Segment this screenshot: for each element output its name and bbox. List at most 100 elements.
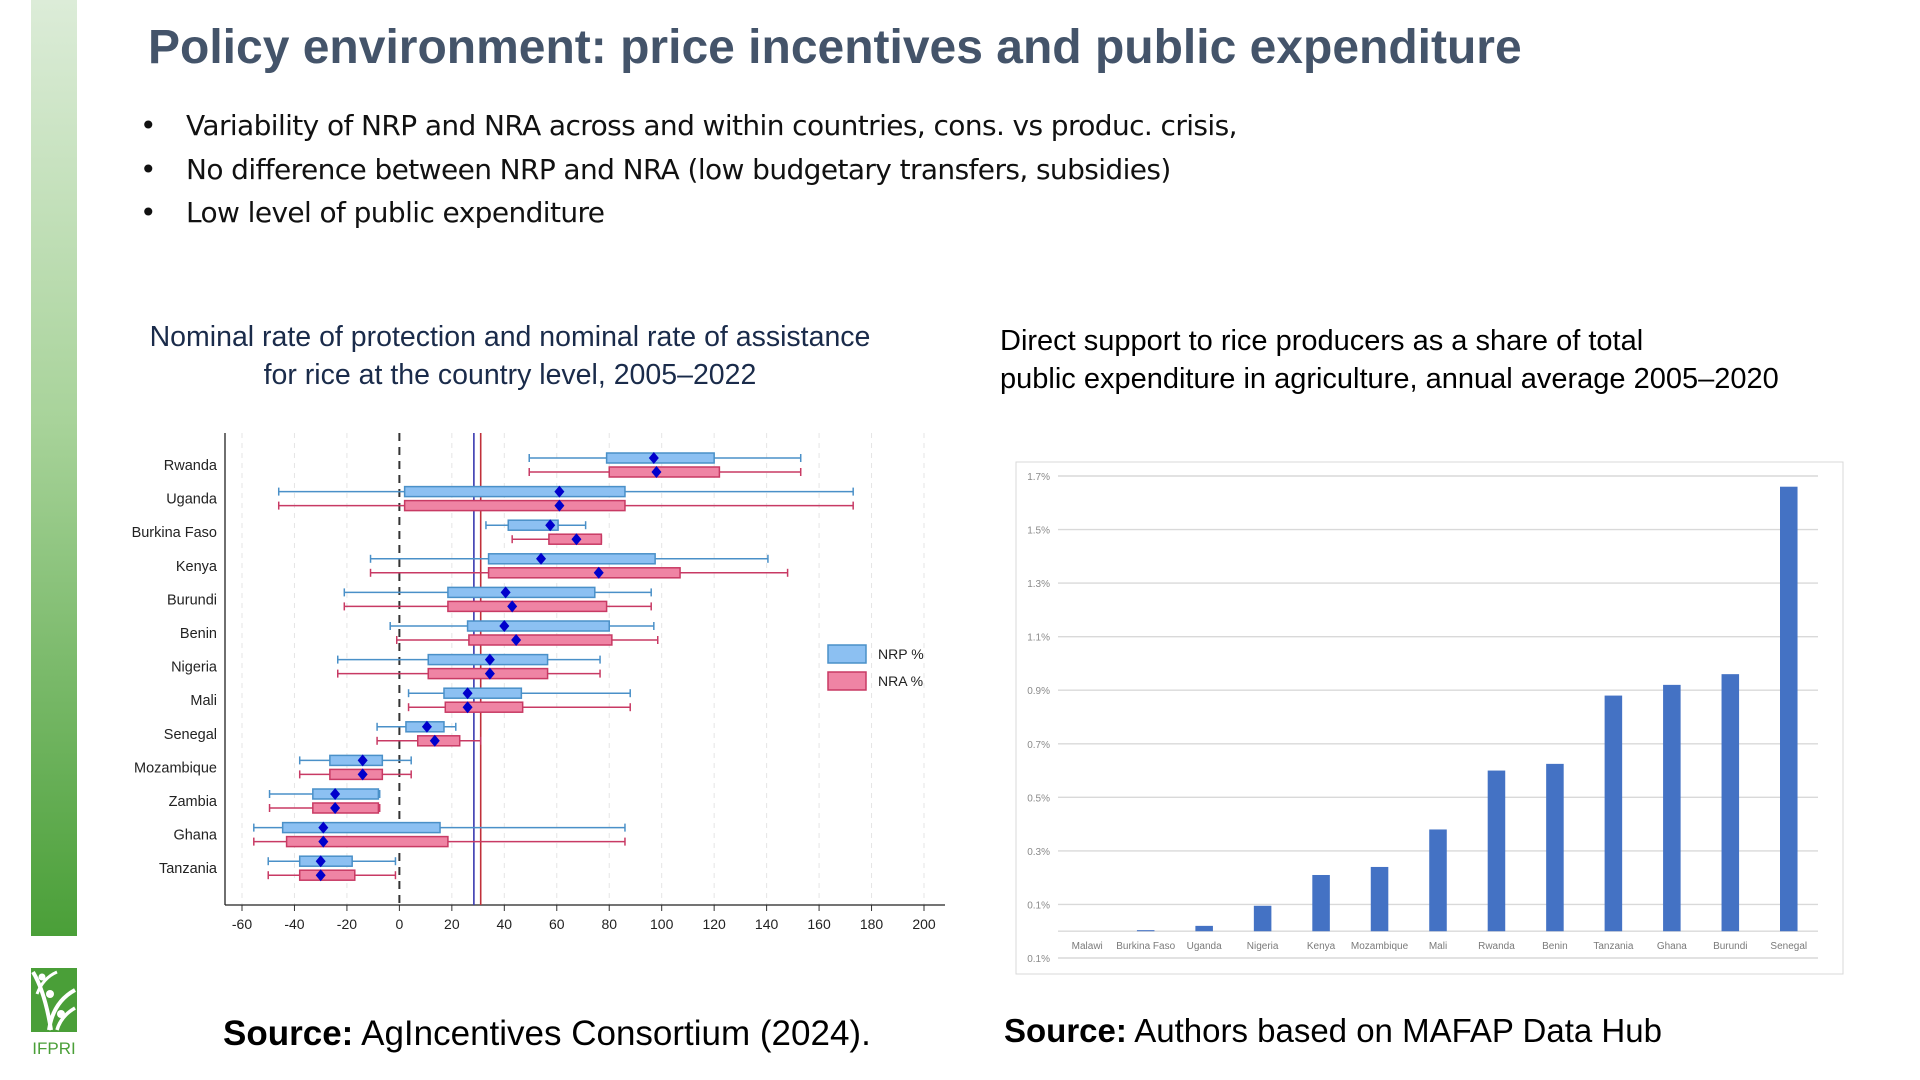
x-category-label: Nigeria <box>1247 941 1279 952</box>
bar <box>1312 874 1330 932</box>
nrp-box <box>443 687 523 699</box>
nra-mean-marker <box>315 869 326 882</box>
y-tick-label: 0.9% <box>1027 686 1050 697</box>
x-category-label: Uganda <box>1187 941 1222 952</box>
nrp-mean-marker <box>484 653 495 666</box>
nrp-mean-marker <box>357 754 368 767</box>
nrp-mean-marker <box>421 720 432 733</box>
x-tick-label: 160 <box>807 916 831 932</box>
legend-label: NRP % <box>878 646 924 662</box>
x-tick-label: 20 <box>444 916 460 932</box>
nra-box <box>447 600 608 613</box>
left-chart-title-line1: Nominal rate of protection and nominal r… <box>149 321 871 353</box>
x-category-label: Benin <box>1542 941 1568 952</box>
nra-mean-marker <box>330 802 341 814</box>
x-category-label: Burundi <box>1713 941 1747 952</box>
nra-mean-marker <box>651 466 662 478</box>
nrp-box <box>447 586 596 599</box>
nra-mean-marker <box>593 566 604 579</box>
bar <box>1370 866 1389 932</box>
bar <box>1429 829 1447 932</box>
y-tick-label: 1.1% <box>1027 633 1050 644</box>
bullet-item: No difference between NRP and NRA (low b… <box>140 148 1237 192</box>
x-category-label: Burkina Faso <box>1116 941 1175 952</box>
category-label: Senegal <box>164 727 217 743</box>
bar <box>1663 684 1681 932</box>
nrp-box <box>507 519 559 531</box>
nrp-box <box>487 553 656 565</box>
category-label: Ghana <box>173 828 217 844</box>
left-source-label: Source: <box>223 1014 354 1053</box>
x-tick-label: 120 <box>702 916 726 932</box>
bar <box>1721 674 1740 932</box>
y-tick-label: 0.1% <box>1027 900 1050 911</box>
y-tick-label: 1.7% <box>1027 472 1050 483</box>
bar <box>1136 930 1155 932</box>
category-label: Uganda <box>166 492 218 508</box>
nra-box <box>403 499 626 512</box>
nrp-box <box>605 452 715 464</box>
bar <box>1604 695 1623 932</box>
x-category-label: Tanzania <box>1593 941 1633 952</box>
bar <box>1195 925 1213 932</box>
ifpri-logo: IFPRI <box>31 968 77 1060</box>
nrp-mean-marker <box>462 687 473 700</box>
slide-title: Policy environment: price incentives and… <box>148 21 1522 74</box>
bar <box>1780 486 1798 932</box>
category-label: Nigeria <box>171 660 218 676</box>
x-category-label: Mali <box>1429 941 1447 952</box>
x-tick-label: 0 <box>395 916 403 932</box>
decorative-side-bar <box>31 0 77 936</box>
y-tick-label: 0.1% <box>1027 954 1050 965</box>
x-category-label: Kenya <box>1307 941 1336 952</box>
legend-swatch <box>827 671 867 691</box>
x-tick-label: 60 <box>549 916 565 932</box>
nra-mean-marker <box>554 499 565 512</box>
nra-box <box>487 567 681 579</box>
category-label: Mozambique <box>134 760 217 776</box>
logo-text: IFPRI <box>32 1039 75 1058</box>
nrp-box <box>298 855 353 867</box>
x-tick-label: 100 <box>650 916 674 932</box>
nra-mean-marker <box>511 634 522 646</box>
nrp-mean-marker <box>554 485 565 498</box>
left-source: Source: AgIncentives Consortium (2024). <box>223 1014 871 1054</box>
y-tick-label: 1.3% <box>1027 579 1050 590</box>
bar <box>1253 905 1272 932</box>
category-label: Benin <box>180 626 217 642</box>
ifpri-logo-icon: IFPRI <box>31 968 77 1058</box>
nrp-box <box>329 754 384 767</box>
x-tick-label: 200 <box>912 916 936 932</box>
right-source-text: Authors based on MAFAP Data Hub <box>1126 1012 1662 1049</box>
nrp-box <box>403 485 626 498</box>
nrp-mean-marker <box>315 855 326 868</box>
nrp-box <box>281 821 441 834</box>
nra-mean-marker <box>318 835 329 848</box>
nra-box <box>298 869 356 881</box>
legend-swatch <box>827 644 867 664</box>
bullet-item: Low level of public expenditure <box>140 191 1237 235</box>
nra-box <box>285 835 449 848</box>
category-label: Kenya <box>176 559 218 575</box>
category-label: Burkina Faso <box>132 525 217 541</box>
nra-box <box>608 466 721 478</box>
bar <box>1546 763 1564 932</box>
nrp-mean-marker <box>500 586 511 599</box>
x-category-label: Senegal <box>1770 941 1807 952</box>
x-tick-label: -40 <box>284 916 304 932</box>
right-source: Source: Authors based on MAFAP Data Hub <box>1004 1012 1662 1050</box>
y-tick-label: 0.3% <box>1027 847 1050 858</box>
x-tick-label: -60 <box>232 916 252 932</box>
y-tick-label: 1.5% <box>1027 526 1050 537</box>
y-tick-label: 0.7% <box>1027 740 1050 751</box>
x-tick-label: 140 <box>755 916 779 932</box>
y-tick-label: 0.5% <box>1027 793 1050 804</box>
right-source-label: Source: <box>1004 1012 1127 1049</box>
x-tick-label: 180 <box>860 916 884 932</box>
nra-mean-marker <box>571 533 582 546</box>
nrp-mean-marker <box>330 788 341 800</box>
nra-box <box>329 768 384 781</box>
bullet-item: Variability of NRP and NRA across and wi… <box>140 104 1237 148</box>
right-chart-title-line2: public expenditure in agriculture, annua… <box>1000 363 1779 395</box>
nra-mean-marker <box>462 701 473 714</box>
